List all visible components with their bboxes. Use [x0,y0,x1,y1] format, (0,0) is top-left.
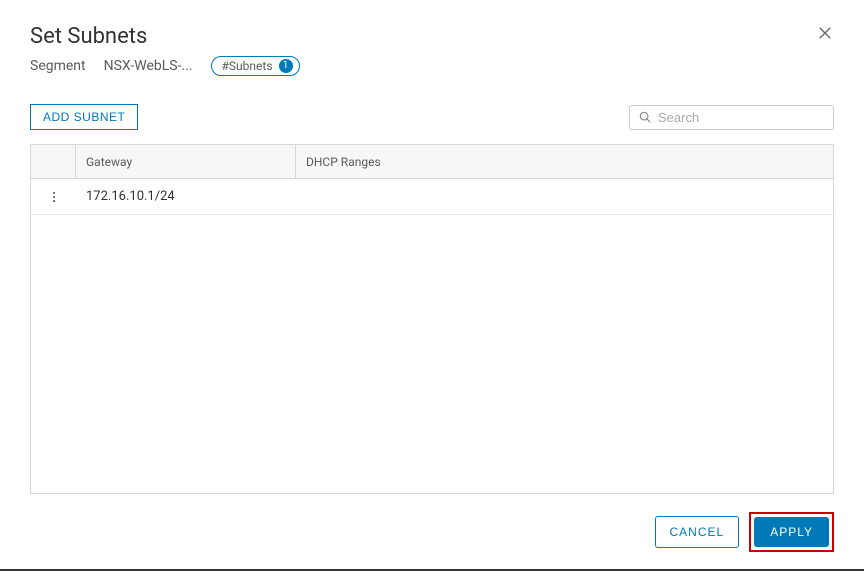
subnets-pill[interactable]: #Subnets 1 [211,56,300,76]
modal-header: Set Subnets [30,24,834,50]
subnets-table: Gateway DHCP Ranges 172.16.10.1/24 [30,144,834,494]
subnets-count-badge: 1 [279,59,293,73]
row-actions-cell [31,190,76,204]
table-row[interactable]: 172.16.10.1/24 [31,179,833,215]
bottom-border [0,569,864,571]
add-subnet-button[interactable]: ADD SUBNET [30,104,138,130]
close-icon[interactable] [816,24,834,42]
set-subnets-modal: Set Subnets Segment NSX-WebLS-... #Subne… [0,0,864,572]
search-input[interactable] [658,110,825,125]
subnets-tag-label: #Subnets [222,59,273,73]
cancel-button[interactable]: CANCEL [655,516,740,548]
column-gateway[interactable]: Gateway [76,145,296,178]
search-icon [638,110,652,124]
toolbar: ADD SUBNET [30,104,834,130]
table-body: 172.16.10.1/24 [31,179,833,493]
column-actions [31,145,76,178]
segment-label: Segment [30,58,86,74]
modal-subheader: Segment NSX-WebLS-... #Subnets 1 [30,56,834,76]
segment-name: NSX-WebLS-... [104,58,193,74]
apply-highlight: APPLY [749,512,834,552]
column-dhcp-ranges[interactable]: DHCP Ranges [296,145,833,178]
modal-footer: CANCEL APPLY [30,512,834,552]
kebab-menu-icon[interactable] [47,190,61,204]
table-header: Gateway DHCP Ranges [31,145,833,179]
row-gateway-cell: 172.16.10.1/24 [76,189,296,204]
search-field[interactable] [629,105,834,130]
modal-title: Set Subnets [30,24,147,50]
apply-button[interactable]: APPLY [754,517,829,547]
